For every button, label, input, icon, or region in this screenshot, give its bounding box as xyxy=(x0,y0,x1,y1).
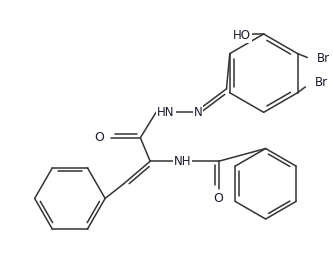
Text: Br: Br xyxy=(317,52,330,65)
Text: HN: HN xyxy=(157,106,174,119)
Text: HO: HO xyxy=(233,29,251,42)
Text: O: O xyxy=(94,131,104,144)
Text: NH: NH xyxy=(174,155,191,168)
Text: O: O xyxy=(214,192,223,205)
Text: N: N xyxy=(194,106,202,119)
Text: Br: Br xyxy=(315,76,328,89)
